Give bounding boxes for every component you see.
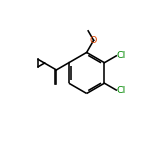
Text: Cl: Cl — [117, 86, 126, 95]
Text: O: O — [90, 36, 97, 45]
Text: Cl: Cl — [117, 51, 126, 60]
